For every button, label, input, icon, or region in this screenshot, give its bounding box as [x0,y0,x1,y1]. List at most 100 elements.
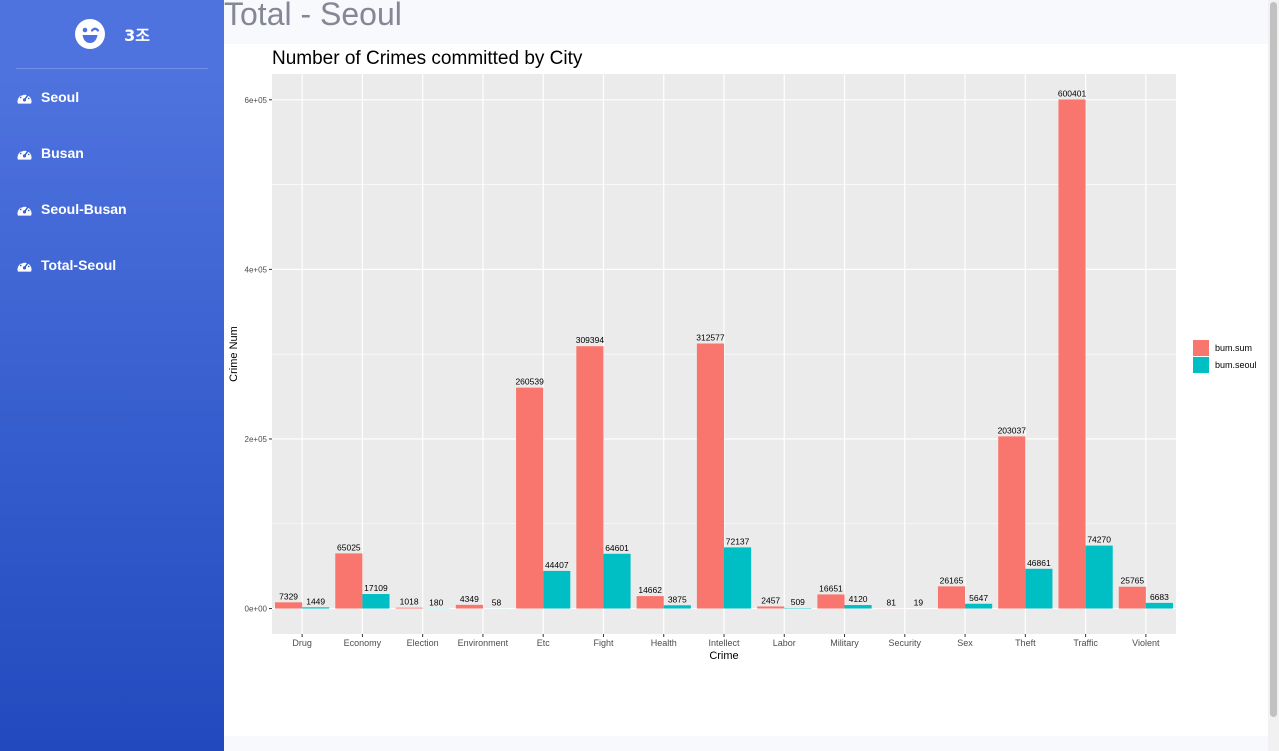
bar-bum-sum [696,343,724,609]
scrollbar[interactable] [1268,0,1279,751]
data-label: 312577 [696,333,725,343]
x-tick-label: Violent [1132,638,1160,648]
x-tick-label: Election [407,638,439,648]
bar-bum-sum [757,606,785,609]
bar-bum-seoul [844,605,872,609]
y-tick-label: 0e+00 [245,605,268,614]
bar-bum-seoul [663,605,691,609]
sidebar-divider [16,68,208,69]
data-label: 74270 [1087,535,1111,545]
data-label: 26165 [940,575,964,585]
bar-bum-sum [937,586,966,609]
data-label: 25765 [1120,576,1144,586]
x-tick-label: Economy [344,638,382,648]
laugh-wink-icon [75,19,106,49]
data-label: 16651 [819,583,843,593]
y-tick-label: 4e+05 [245,265,268,274]
bar-bum-seoul [1085,545,1113,609]
data-labels: 7329 65025 1018 4349 260539 309394 14662 312577… [279,88,1169,607]
data-label: 3875 [668,594,687,604]
data-label: 14662 [638,585,662,595]
bar-bum-sum [998,436,1026,609]
bar-bum-sum [335,553,363,609]
chart-title: Number of Crimes committed by City [272,48,583,69]
x-tick-label: Drug [292,638,312,648]
sidebar-item-label: Seoul [41,89,80,105]
data-label: 4120 [849,594,868,604]
bar-bum-sum [1118,586,1146,609]
bar-bum-seoul [1145,602,1173,609]
data-label: 81 [887,597,897,607]
scrollbar-thumb[interactable] [1270,2,1277,717]
data-label: 65025 [337,542,361,552]
bar-bum-seoul [302,607,330,609]
sidebar-item-label: Total-Seoul [41,257,117,273]
x-tick-label: Military [830,638,859,648]
sidebar-item-seoul[interactable]: Seoul [0,69,224,125]
bars [275,99,1173,609]
data-label: 203037 [998,425,1027,435]
x-axis: Drug Economy Election Environment Etc Fight He… [292,634,1160,648]
x-tick-label: Labor [773,638,796,648]
bar-bum-seoul [724,547,752,609]
data-label: 5647 [969,593,988,603]
x-tick-label: Health [651,638,677,648]
data-label: 46861 [1027,558,1051,568]
x-tick-label: Sex [957,638,973,648]
main-content: Total - Seoul Number of Crimes committed… [224,0,1268,751]
y-tick-label: 2e+05 [245,435,268,444]
sidebar: 3조 Seoul Busan Seoul-Busan [0,0,224,751]
bar-bum-sum [516,387,544,609]
dashboard-icon [17,205,32,216]
data-label: 1449 [306,596,325,606]
bar-bum-seoul [543,570,571,609]
data-label: 44407 [545,560,569,570]
bar-bum-seoul [965,603,993,609]
sidebar-item-label: Busan [41,145,84,161]
sidebar-item-label: Seoul-Busan [41,201,127,217]
data-label: 180 [429,597,443,607]
brand-text: 3조 [124,26,150,45]
data-label: 17109 [364,583,388,593]
data-label: 58 [492,597,502,607]
bar-bum-sum [1058,99,1086,609]
x-tick-label: Theft [1015,638,1036,648]
bar-bum-seoul [1025,568,1053,609]
y-axis-title: Crime Num [228,326,240,382]
bar-bum-seoul [362,594,390,609]
data-label: 309394 [576,335,605,345]
legend-label-bum-sum: bum.sum [1215,343,1252,353]
crime-bar-chart: Number of Crimes committed by City 7329 6… [228,48,1257,662]
data-label: 6683 [1150,592,1169,602]
x-tick-label: Fight [593,638,614,648]
sidebar-item-busan[interactable]: Busan [0,125,224,181]
sidebar-brand[interactable]: 3조 [0,0,224,68]
x-tick-label: Intellect [708,638,740,648]
bar-bum-sum [817,594,845,609]
data-label: 1018 [400,597,419,607]
bar-bum-sum [455,604,483,609]
x-tick-label: Security [889,638,922,648]
data-label: 19 [914,598,924,608]
y-axis: 0e+00 2e+05 4e+05 6e+05 [245,96,272,614]
legend: bum.sum bum.seoul [1193,340,1257,373]
y-tick-label: 6e+05 [245,96,268,105]
data-label: 72137 [726,536,750,546]
x-tick-label: Environment [458,638,509,648]
bar-bum-sum [275,602,303,609]
sidebar-item-seoul-busan[interactable]: Seoul-Busan [0,181,224,237]
data-label: 7329 [279,591,298,601]
data-label: 64601 [605,543,629,553]
legend-swatch-bum-sum [1193,340,1209,356]
dashboard-icon [17,261,32,272]
bar-bum-seoul [603,553,631,609]
legend-swatch-bum-seoul [1193,357,1209,373]
sidebar-item-total-seoul[interactable]: Total-Seoul [0,237,224,293]
dashboard-icon [17,93,32,104]
data-label: 600401 [1058,88,1087,98]
dashboard-icon [17,149,32,160]
data-label: 2457 [761,595,780,605]
x-axis-title: Crime [709,650,738,662]
x-tick-label: Traffic [1073,638,1098,648]
bar-bum-sum [395,607,423,609]
